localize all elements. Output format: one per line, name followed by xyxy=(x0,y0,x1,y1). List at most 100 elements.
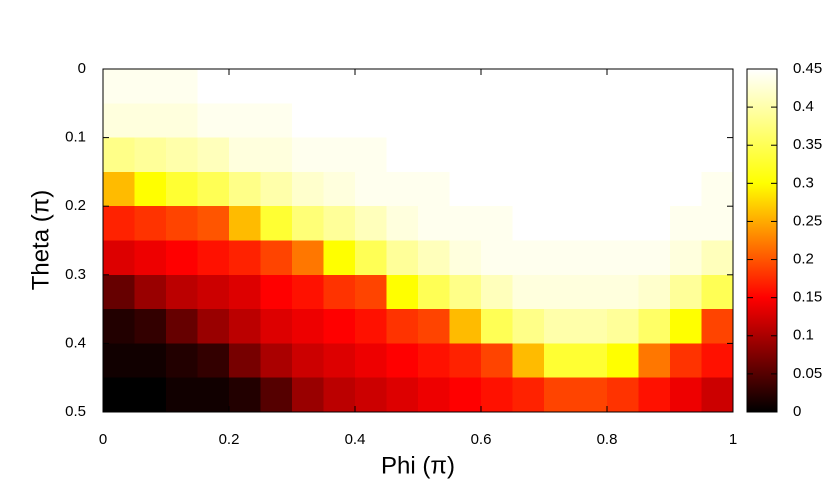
heat-cell xyxy=(197,206,230,242)
heat-cell xyxy=(260,240,293,276)
heat-cell xyxy=(418,137,451,173)
heat-cell xyxy=(134,103,167,139)
heat-cell xyxy=(323,171,356,207)
heat-cell xyxy=(229,240,262,276)
heat-cell xyxy=(481,377,514,413)
heat-cell xyxy=(386,206,419,242)
heat-cell xyxy=(670,206,703,242)
heat-cell xyxy=(355,309,388,344)
heat-cell xyxy=(481,103,514,139)
heat-cell xyxy=(701,240,734,276)
heat-cell xyxy=(418,240,451,276)
heat-cell xyxy=(292,240,325,276)
colorbar-tick-label: 0.4 xyxy=(793,98,814,115)
colorbar-tick-label: 0.25 xyxy=(793,212,822,229)
heat-cell xyxy=(260,171,293,207)
heat-cell xyxy=(481,343,514,379)
heat-cell xyxy=(481,274,514,310)
x-tick-label: 0.8 xyxy=(597,431,618,448)
heat-cell xyxy=(638,69,671,104)
heat-cell xyxy=(292,309,325,344)
heat-cell xyxy=(134,377,167,413)
heat-cell xyxy=(481,309,514,344)
heat-cell xyxy=(134,206,167,242)
heat-cell xyxy=(607,206,640,242)
heat-cell xyxy=(512,309,545,344)
heat-cell xyxy=(544,171,577,207)
y-tick-label: 0.2 xyxy=(65,197,86,214)
colorbar-tick-label: 0.45 xyxy=(793,60,822,77)
heat-cell xyxy=(166,206,199,242)
colorbar-tick-label: 0.05 xyxy=(793,365,822,382)
heat-cell xyxy=(134,274,167,310)
heat-cell xyxy=(670,69,703,104)
heat-cell xyxy=(386,171,419,207)
heat-cell xyxy=(103,274,136,310)
heat-cell xyxy=(575,69,608,104)
colorbar-tick-label: 0.1 xyxy=(793,327,814,344)
heat-cell xyxy=(103,377,136,413)
heat-cell xyxy=(134,171,167,207)
heat-cell xyxy=(229,309,262,344)
heat-cell xyxy=(638,240,671,276)
heat-cell xyxy=(229,171,262,207)
heat-cell xyxy=(386,69,419,104)
y-tick-label: 0 xyxy=(78,60,86,77)
heat-cell xyxy=(166,309,199,344)
heat-cell xyxy=(701,171,734,207)
heat-cell xyxy=(607,137,640,173)
heat-cell xyxy=(386,103,419,139)
heat-cell xyxy=(638,103,671,139)
heat-cell xyxy=(481,69,514,104)
heat-cell xyxy=(544,69,577,104)
heat-cell xyxy=(260,69,293,104)
heat-cell xyxy=(575,274,608,310)
heat-cell xyxy=(103,343,136,379)
x-tick-label: 0 xyxy=(99,431,107,448)
x-tick-label: 0.2 xyxy=(219,431,240,448)
heat-cell xyxy=(134,69,167,104)
colorbar-tick-label: 0.35 xyxy=(793,136,822,153)
heat-cell xyxy=(103,103,136,139)
heat-cell xyxy=(449,343,482,379)
heat-cell xyxy=(323,343,356,379)
heat-cell xyxy=(386,343,419,379)
heat-cell xyxy=(607,69,640,104)
heat-cell xyxy=(449,171,482,207)
heat-cell xyxy=(355,69,388,104)
heat-cell xyxy=(323,69,356,104)
heatmap xyxy=(103,69,734,413)
heat-cell xyxy=(166,240,199,276)
heat-cell xyxy=(292,171,325,207)
heat-cell xyxy=(670,171,703,207)
heat-cell xyxy=(166,171,199,207)
heat-cell xyxy=(670,377,703,413)
heat-cell xyxy=(701,274,734,310)
heat-cell xyxy=(355,274,388,310)
heat-cell xyxy=(292,103,325,139)
heat-cell xyxy=(197,171,230,207)
heat-cell xyxy=(103,309,136,344)
heat-cell xyxy=(292,206,325,242)
heat-cell xyxy=(166,103,199,139)
colorbar-tick-label: 0.3 xyxy=(793,174,814,191)
heat-cell xyxy=(166,137,199,173)
heat-cell xyxy=(197,274,230,310)
heat-cell xyxy=(638,171,671,207)
colorbar-tick-label: 0.2 xyxy=(793,251,814,268)
heat-cell xyxy=(449,103,482,139)
heat-cell xyxy=(260,137,293,173)
heat-cell xyxy=(386,137,419,173)
heat-cell xyxy=(670,274,703,310)
heat-cell xyxy=(512,103,545,139)
heat-cell xyxy=(292,377,325,413)
heat-cell xyxy=(386,240,419,276)
heat-cell xyxy=(355,137,388,173)
heat-cell xyxy=(229,274,262,310)
heat-cell xyxy=(134,343,167,379)
heat-cell xyxy=(229,377,262,413)
y-axis-title: Theta (π) xyxy=(27,190,54,291)
heat-cell xyxy=(197,137,230,173)
heat-cell xyxy=(197,103,230,139)
colorbar-tick-label: 0.15 xyxy=(793,289,822,306)
